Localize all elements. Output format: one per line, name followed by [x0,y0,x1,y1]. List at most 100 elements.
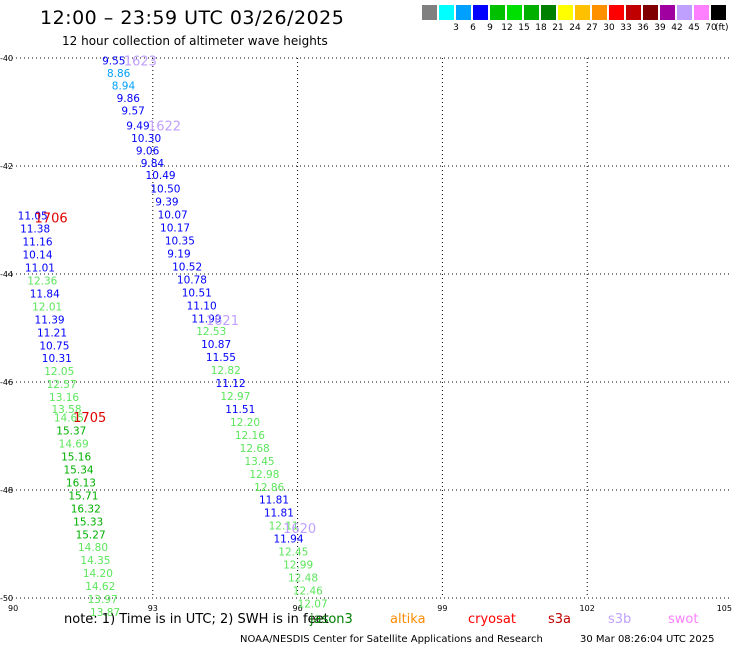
data-point-label: 14.20 [83,568,113,580]
data-point-label: 10.49 [146,170,176,182]
legend-swatch [541,5,556,20]
data-point-label: 14.69 [59,439,89,451]
data-point-label: 12.99 [283,560,313,572]
data-point-label: 12.53 [196,326,226,338]
legend-swatch [456,5,471,20]
data-point-label: 10.31 [42,353,72,365]
legend-label: 6 [470,23,476,33]
data-point-label: 11.39 [35,314,65,326]
data-point-label: 15.37 [56,426,86,438]
x-tick-label: 93 [148,604,158,613]
legend-label: 27 [586,23,598,33]
legend-label: 9 [487,23,493,33]
page-title: 12:00 – 23:59 UTC 03/26/2025 [40,7,345,29]
data-point-label: 10.35 [165,236,195,248]
time-label: 1622 [148,120,181,135]
data-point-label: 10.87 [201,339,231,351]
legend-swatch [422,5,437,20]
data-point-label: 12.20 [230,417,260,429]
data-point-label: 9.06 [136,145,160,157]
data-point-label: 9.39 [155,197,178,209]
legend-label: 42 [671,23,683,33]
data-point-label: 11.01 [25,263,55,275]
data-point-label: 11.21 [37,327,67,339]
data-point-label: 10.51 [182,287,212,299]
legend-label: 21 [552,23,564,33]
data-point-label: 11.81 [264,508,294,520]
time-label: 1620 [283,522,316,537]
data-point-label: 10.50 [150,184,180,196]
legend-unit: (ft) [715,23,729,33]
legend-label: 70 [705,23,717,33]
data-point-label: 12.97 [220,391,250,403]
legend-label: 18 [535,23,547,33]
legend-swatch [609,5,624,20]
y-tick-label: -44 [0,270,13,279]
x-tick-label: 102 [580,604,595,613]
legend-swatch [592,5,607,20]
page-subtitle: 12 hour collection of altimeter wave hei… [62,34,328,48]
time-label: 1621 [206,314,239,329]
credit-text: NOAA/NESDIS Center for Satellite Applica… [240,634,543,645]
data-point-label: 8.94 [112,81,136,93]
legend-label: 15 [518,23,530,33]
data-point-label: 8.86 [107,68,131,80]
data-point-label: 14.65 [54,413,84,425]
legend-swatch [626,5,641,20]
data-point-label: 16.13 [66,477,96,489]
data-point-label: 12.11 [269,521,299,533]
data-point-label: 11.55 [206,352,236,364]
data-point-label: 13.97 [88,594,118,606]
generated-timestamp: 30 Mar 08:26:04 UTC 2025 [580,634,715,645]
data-point-label: 11.94 [273,534,303,546]
data-point-label: 12.01 [32,301,62,313]
time-label: 1705 [73,411,106,426]
data-point-label: 12.48 [288,572,318,584]
x-tick-label: 99 [437,604,447,613]
y-tick-label: -40 [0,54,13,63]
data-point-label: 15.33 [73,516,103,528]
data-point-label: 9.49 [126,121,149,133]
satellite-name-jason3: jason3 [310,612,353,627]
data-point-label: 11.10 [187,300,217,312]
data-point-label: 12.68 [240,443,270,455]
data-point-label: 11.16 [22,237,52,249]
legend-swatch [694,5,709,20]
data-point-label: 12.82 [211,365,241,377]
data-point-label: 15.16 [61,452,91,464]
data-point-label: 15.34 [64,464,94,476]
data-point-label: 12.57 [47,379,77,391]
satellite-name-swot: swot [668,612,699,627]
data-point-label: 10.17 [160,223,190,235]
data-point-label: 13.16 [49,392,79,404]
data-point-label: 14.80 [78,542,108,554]
legend-label: 45 [688,23,700,33]
data-point-label: 12.46 [293,585,323,597]
legend-swatch [660,5,675,20]
data-point-label: 15.27 [76,529,106,541]
data-point-label: 13.87 [90,607,120,619]
data-point-label: 10.78 [177,274,207,286]
legend-swatch [507,5,522,20]
data-point-label: 16.32 [71,503,101,515]
time-label: 1623 [124,55,157,70]
data-point-label: 12.45 [278,547,308,559]
legend-swatch [643,5,658,20]
legend-swatch [575,5,590,20]
data-point-label: 10.30 [131,133,161,145]
data-point-label: 9.55 [102,56,125,68]
satellite-name-altika: altika [390,612,426,627]
data-point-label: 9.19 [167,248,190,260]
data-point-label: 12.86 [254,482,284,494]
y-tick-label: -46 [0,378,13,387]
data-point-label: 10.75 [39,340,69,352]
x-tick-label: 105 [717,604,732,613]
data-point-label: 11.81 [259,495,289,507]
legend-label: 30 [603,23,615,33]
data-point-label: 15.71 [68,490,98,502]
data-point-label: 11.84 [30,288,60,300]
data-point-label: 11.12 [216,378,246,390]
legend-swatch [711,5,726,20]
data-point-label: 12.16 [235,430,265,442]
legend-label: 24 [569,23,581,33]
